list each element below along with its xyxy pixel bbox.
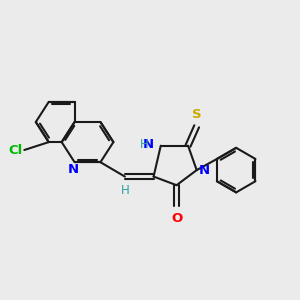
Text: H: H — [140, 138, 148, 151]
Text: N: N — [199, 164, 210, 177]
Text: S: S — [192, 108, 202, 121]
Text: Cl: Cl — [9, 144, 23, 157]
Text: N: N — [143, 138, 154, 151]
Text: O: O — [171, 212, 182, 226]
Text: H: H — [121, 184, 129, 197]
Text: N: N — [68, 163, 79, 176]
